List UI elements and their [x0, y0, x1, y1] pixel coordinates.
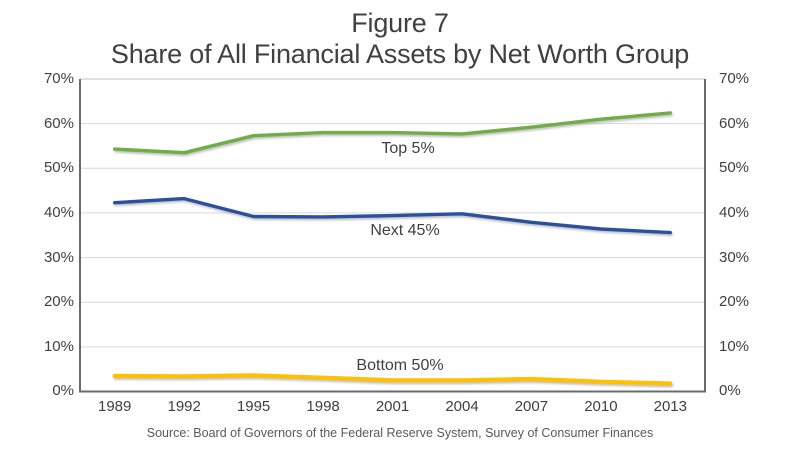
x-tick-1995: 1995: [236, 398, 271, 415]
source-note: Source: Board of Governors of the Federa…: [146, 426, 654, 440]
y-tick-right-40: 40%: [719, 204, 750, 221]
y-tick-right-0: 0%: [719, 382, 741, 399]
series-label-bottom-50: Bottom 50%: [356, 356, 444, 374]
chart-title: Figure 7: [351, 8, 449, 38]
y-tick-right-60: 60%: [719, 115, 750, 132]
chart-subtitle: Share of All Financial Assets by Net Wor…: [110, 39, 690, 69]
x-tick-2004: 2004: [445, 398, 479, 415]
y-tick-left-10: 10%: [43, 338, 74, 355]
chart-title-block: Figure 7 Share of All Financial Assets b…: [0, 8, 800, 70]
y-tick-right-50: 50%: [719, 159, 750, 176]
x-tick-2001: 2001: [375, 398, 410, 415]
y-tick-right-20: 20%: [719, 293, 750, 310]
x-tick-2010: 2010: [584, 398, 618, 415]
y-tick-right-10: 10%: [719, 338, 750, 355]
x-tick-1998: 1998: [306, 398, 340, 415]
x-tick-2007: 2007: [514, 398, 549, 415]
y-tick-left-0: 0%: [52, 382, 74, 399]
y-tick-left-60: 60%: [43, 115, 74, 132]
y-tick-left-40: 40%: [43, 204, 74, 221]
gridlines: [80, 78, 705, 348]
y-tick-left-50: 50%: [43, 159, 74, 176]
y-tick-left-20: 20%: [43, 293, 74, 310]
axis-frame: [79, 79, 706, 393]
y-tick-right-70: 70%: [719, 70, 750, 87]
series-lines: [112, 111, 673, 386]
series-label-next-45: Next 45%: [370, 221, 440, 239]
y-tick-right-30: 30%: [719, 249, 750, 266]
x-tick-2013: 2013: [653, 398, 687, 415]
series-label-top-5: Top 5%: [381, 140, 435, 157]
y-tick-left-70: 70%: [43, 70, 74, 87]
x-tick-1989: 1989: [98, 398, 132, 415]
x-tick-1992: 1992: [167, 398, 201, 415]
y-tick-left-30: 30%: [43, 249, 74, 266]
